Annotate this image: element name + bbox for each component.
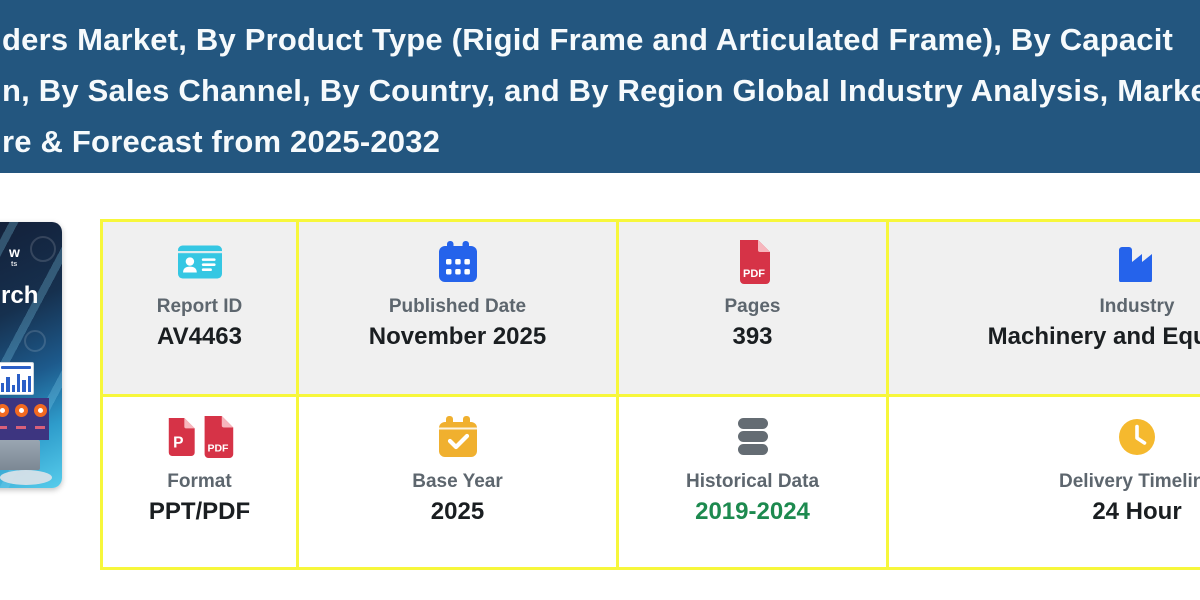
- info-label: Published Date: [388, 296, 527, 317]
- info-label: Format: [167, 471, 232, 492]
- cover-bar-chart-illustration: [0, 362, 34, 395]
- info-cell-format: P PDF Format PPT/PDF: [103, 397, 296, 567]
- report-title-line-1: ders Market, By Product Type (Rigid Fram…: [2, 22, 1174, 57]
- page-header: ders Market, By Product Type (Rigid Fram…: [0, 0, 1200, 173]
- report-title-line-2: n, By Sales Channel, By Country, and By …: [2, 73, 1200, 108]
- info-value: 2019-2024: [695, 498, 810, 525]
- cover-laptop-illustration: [0, 440, 40, 470]
- clock-icon: [1117, 415, 1157, 459]
- report-cover-thumbnail[interactable]: w ts rch: [0, 222, 62, 488]
- info-label: Base Year: [412, 471, 503, 492]
- info-cell-report-id: Report ID AV4463: [103, 222, 296, 394]
- report-info-table: Report ID AV4463 Published Date Nov: [100, 219, 1200, 570]
- cover-title-text-fragment: rch: [1, 282, 39, 309]
- info-cell-base-year: Base Year 2025: [299, 397, 616, 567]
- cover-watermark-icon: [30, 236, 56, 262]
- info-cell-historical-data: Historical Data 2019-2024: [619, 397, 886, 567]
- info-label: Industry: [1099, 296, 1175, 317]
- info-value: 393: [732, 323, 773, 350]
- calendar-icon: [438, 240, 478, 284]
- report-title: ders Market, By Product Type (Rigid Fram…: [2, 14, 1200, 167]
- calendar-check-icon: [438, 415, 478, 459]
- svg-text:PDF: PDF: [743, 268, 765, 280]
- info-value: PPT/PDF: [148, 498, 251, 525]
- info-value: 2025: [430, 498, 485, 525]
- cover-logo-text-fragment: w: [9, 244, 20, 260]
- id-card-icon: [177, 240, 222, 284]
- cover-shadow-decor: [0, 470, 52, 485]
- ppt-pdf-files-icon: P PDF: [165, 415, 234, 459]
- info-cell-industry: Industry Machinery and Equipment: [889, 222, 1200, 394]
- cover-logo-sub-fragment: ts: [11, 261, 18, 268]
- info-label: Historical Data: [685, 471, 820, 492]
- pdf-file-icon: PDF: [736, 240, 770, 284]
- info-cell-delivery-timeline: Delivery Timeline 24 Hour: [889, 397, 1200, 567]
- report-title-line-3: re & Forecast from 2025-2032: [2, 124, 441, 159]
- cover-watermark-icon: [24, 330, 46, 352]
- svg-text:P: P: [173, 434, 183, 451]
- info-value: Machinery and Equipment: [987, 323, 1200, 350]
- info-value: 24 Hour: [1092, 498, 1182, 525]
- info-label: Delivery Timeline: [1059, 471, 1200, 492]
- database-icon: [734, 415, 772, 459]
- info-cell-published-date: Published Date November 2025: [299, 222, 616, 394]
- info-label: Pages: [724, 296, 781, 317]
- info-value: November 2025: [368, 323, 547, 350]
- info-cell-pages: PDF Pages 393: [619, 222, 886, 394]
- cover-donut-charts-illustration: [0, 398, 49, 440]
- svg-text:PDF: PDF: [207, 442, 229, 454]
- factory-icon: [1115, 240, 1159, 284]
- info-label: Report ID: [156, 296, 243, 317]
- info-value: AV4463: [157, 323, 242, 350]
